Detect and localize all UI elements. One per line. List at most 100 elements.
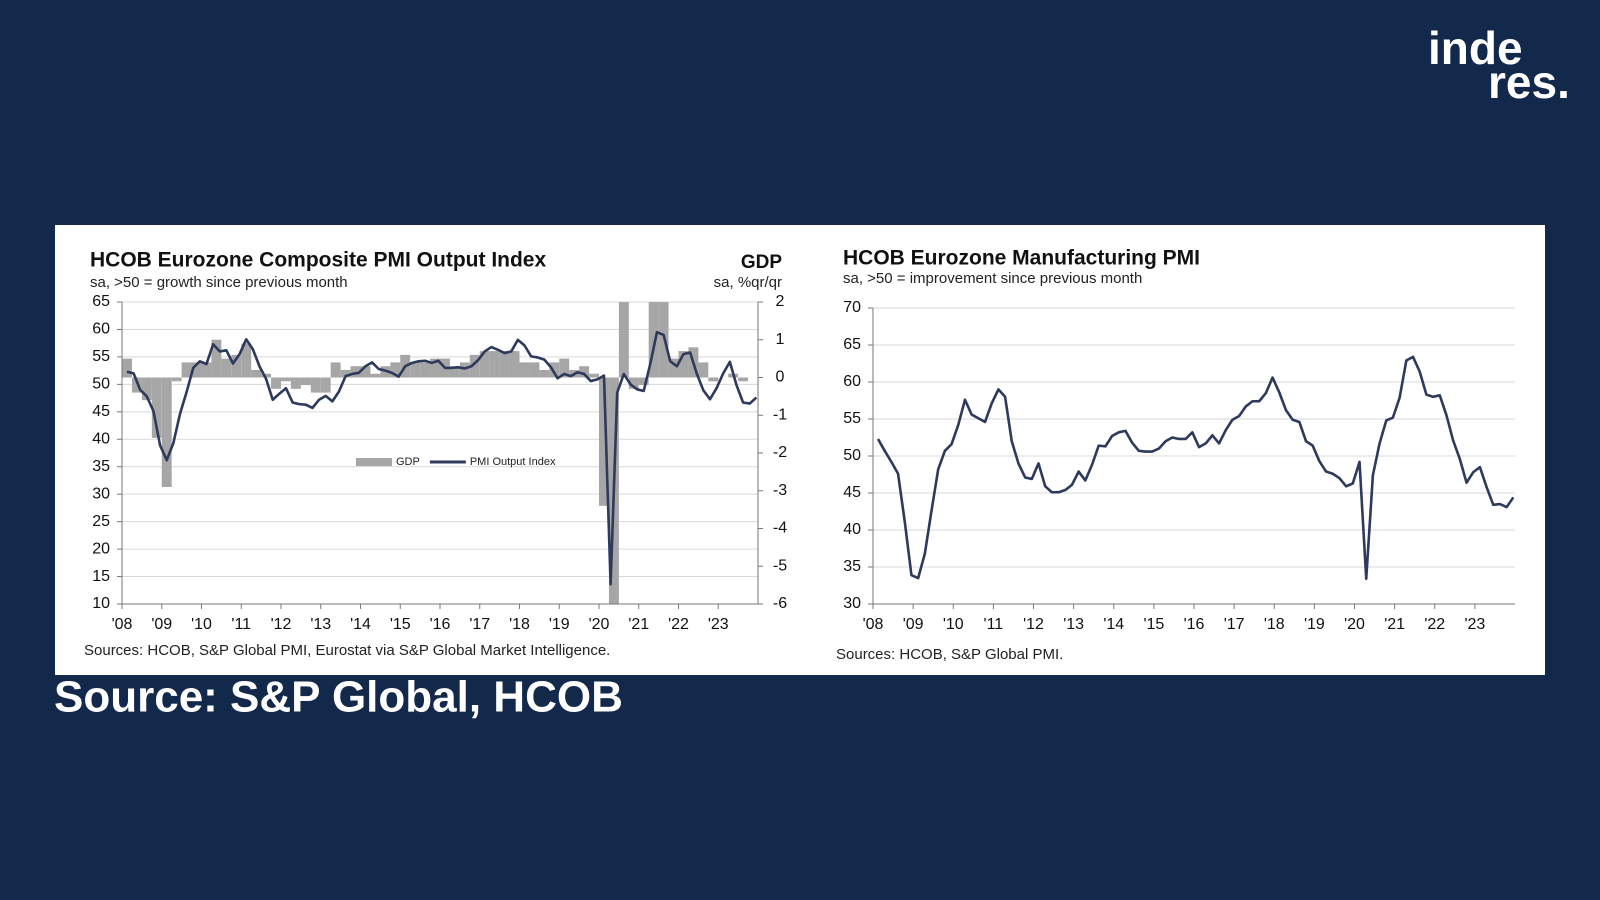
bar	[151, 377, 162, 438]
y-tick-label: 35	[92, 458, 110, 475]
line	[126, 330, 758, 586]
bar	[678, 351, 689, 378]
bar	[539, 369, 550, 378]
y2-tick-label: -3	[773, 482, 787, 499]
bar	[708, 377, 719, 382]
legend-swatch	[356, 458, 392, 466]
bar	[310, 377, 321, 393]
x-tick-label: '15	[1143, 616, 1164, 633]
y-tick-label: 30	[92, 485, 110, 502]
bar	[738, 377, 749, 382]
x-tick-label: '12	[271, 616, 292, 633]
x-tick-label: '11	[231, 616, 251, 633]
x-tick-label: '08	[112, 616, 133, 633]
bar	[340, 369, 351, 378]
legend-label: PMI Output Index	[470, 456, 556, 468]
x-tick-label: '14	[350, 616, 371, 633]
y-tick-label: 60	[92, 321, 110, 338]
chart-subtitle: sa, >50 = growth since previous month	[90, 274, 348, 291]
bar	[519, 362, 530, 378]
bar	[459, 362, 470, 378]
bar	[449, 366, 460, 378]
y-tick-label: 50	[843, 447, 861, 464]
y2-tick-label: 1	[776, 331, 785, 348]
bar	[410, 362, 421, 378]
y2-subtitle: sa, %qr/qr	[714, 274, 782, 291]
bar	[330, 362, 341, 378]
y-tick-label: 15	[92, 568, 110, 585]
chart-panel	[55, 225, 1545, 675]
bar	[360, 366, 371, 378]
bar	[221, 358, 232, 378]
x-tick-label: '22	[1424, 616, 1445, 633]
x-tick-label: '12	[1023, 616, 1044, 633]
bar	[251, 369, 262, 378]
x-tick-label: '10	[191, 616, 212, 633]
bar	[638, 377, 649, 386]
bar	[201, 362, 212, 378]
bar	[261, 373, 272, 378]
bar	[191, 362, 202, 378]
x-tick-label: '22	[668, 616, 689, 633]
y-tick-label: 40	[843, 521, 861, 538]
y-tick-label: 55	[843, 410, 861, 427]
chart-source: Sources: HCOB, S&P Global PMI.	[836, 646, 1063, 663]
bar	[141, 377, 152, 401]
bar	[599, 377, 609, 506]
bar	[211, 339, 222, 378]
x-tick-label: '20	[589, 616, 610, 633]
y2-tick-label: -2	[773, 444, 787, 461]
bar	[469, 354, 480, 378]
y2-tick-label: 2	[776, 293, 785, 310]
bar	[648, 302, 659, 378]
y-tick-label: 30	[843, 595, 861, 612]
y-tick-label: 45	[843, 484, 861, 501]
bar	[281, 377, 291, 382]
y-tick-label: 25	[92, 513, 110, 530]
legend-label: GDP	[396, 456, 420, 468]
x-tick-label: '15	[390, 616, 411, 633]
y-tick-label: 60	[843, 373, 861, 390]
bar	[370, 373, 381, 378]
x-tick-label: '14	[1103, 616, 1124, 633]
y-tick-label: 55	[92, 348, 110, 365]
x-tick-label: '23	[1464, 616, 1485, 633]
bar	[698, 362, 709, 378]
x-tick-label: '09	[151, 616, 172, 633]
bar	[271, 377, 281, 389]
y2-tick-label: -1	[773, 406, 787, 423]
logo: res.	[1488, 56, 1570, 108]
bar	[479, 351, 490, 378]
bar	[549, 362, 560, 378]
y-tick-label: 10	[92, 595, 110, 612]
x-tick-label: '20	[1344, 616, 1365, 633]
y-tick-label: 40	[92, 430, 110, 447]
line	[876, 355, 1515, 581]
y2-tick-label: 0	[776, 369, 785, 386]
bar	[529, 362, 540, 378]
x-tick-label: '17	[1224, 616, 1245, 633]
bar	[161, 377, 172, 487]
x-tick-label: '21	[628, 616, 649, 633]
x-tick-label: '19	[1304, 616, 1325, 633]
bar	[509, 351, 520, 378]
bar	[320, 377, 331, 393]
chart-title: HCOB Eurozone Manufacturing PMI	[843, 247, 1200, 270]
chart-title: HCOB Eurozone Composite PMI Output Index	[90, 249, 546, 272]
bar	[181, 362, 192, 378]
bar	[390, 362, 401, 378]
y-tick-label: 45	[92, 403, 110, 420]
x-tick-label: '13	[310, 616, 331, 633]
y-tick-label: 50	[92, 376, 110, 393]
y2-tick-label: -6	[773, 595, 787, 612]
bar	[559, 358, 570, 378]
y-tick-label: 20	[92, 540, 110, 557]
x-tick-label: '11	[984, 616, 1004, 633]
chart-source: Sources: HCOB, S&P Global PMI, Eurostat …	[84, 642, 610, 659]
x-tick-label: '08	[863, 616, 884, 633]
y-tick-label: 70	[843, 299, 861, 316]
y-tick-label: 65	[92, 293, 110, 310]
bar	[241, 343, 252, 378]
x-tick-label: '10	[943, 616, 964, 633]
